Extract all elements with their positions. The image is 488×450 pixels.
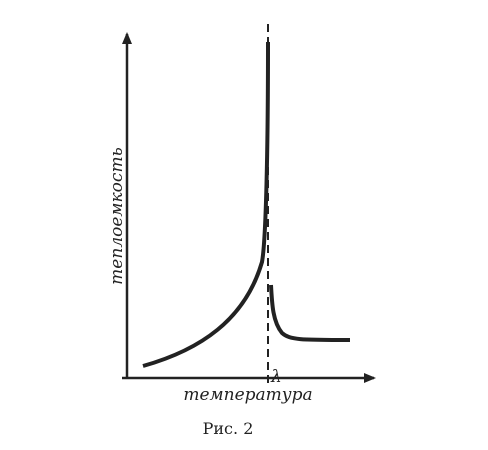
y-label: теплоемкость <box>107 147 127 285</box>
x-label: температура <box>183 385 312 405</box>
caption: Рис. 2 <box>203 419 254 438</box>
curve-below <box>142 41 270 368</box>
curve-above <box>269 284 351 342</box>
lambda-label: λ <box>270 367 282 387</box>
